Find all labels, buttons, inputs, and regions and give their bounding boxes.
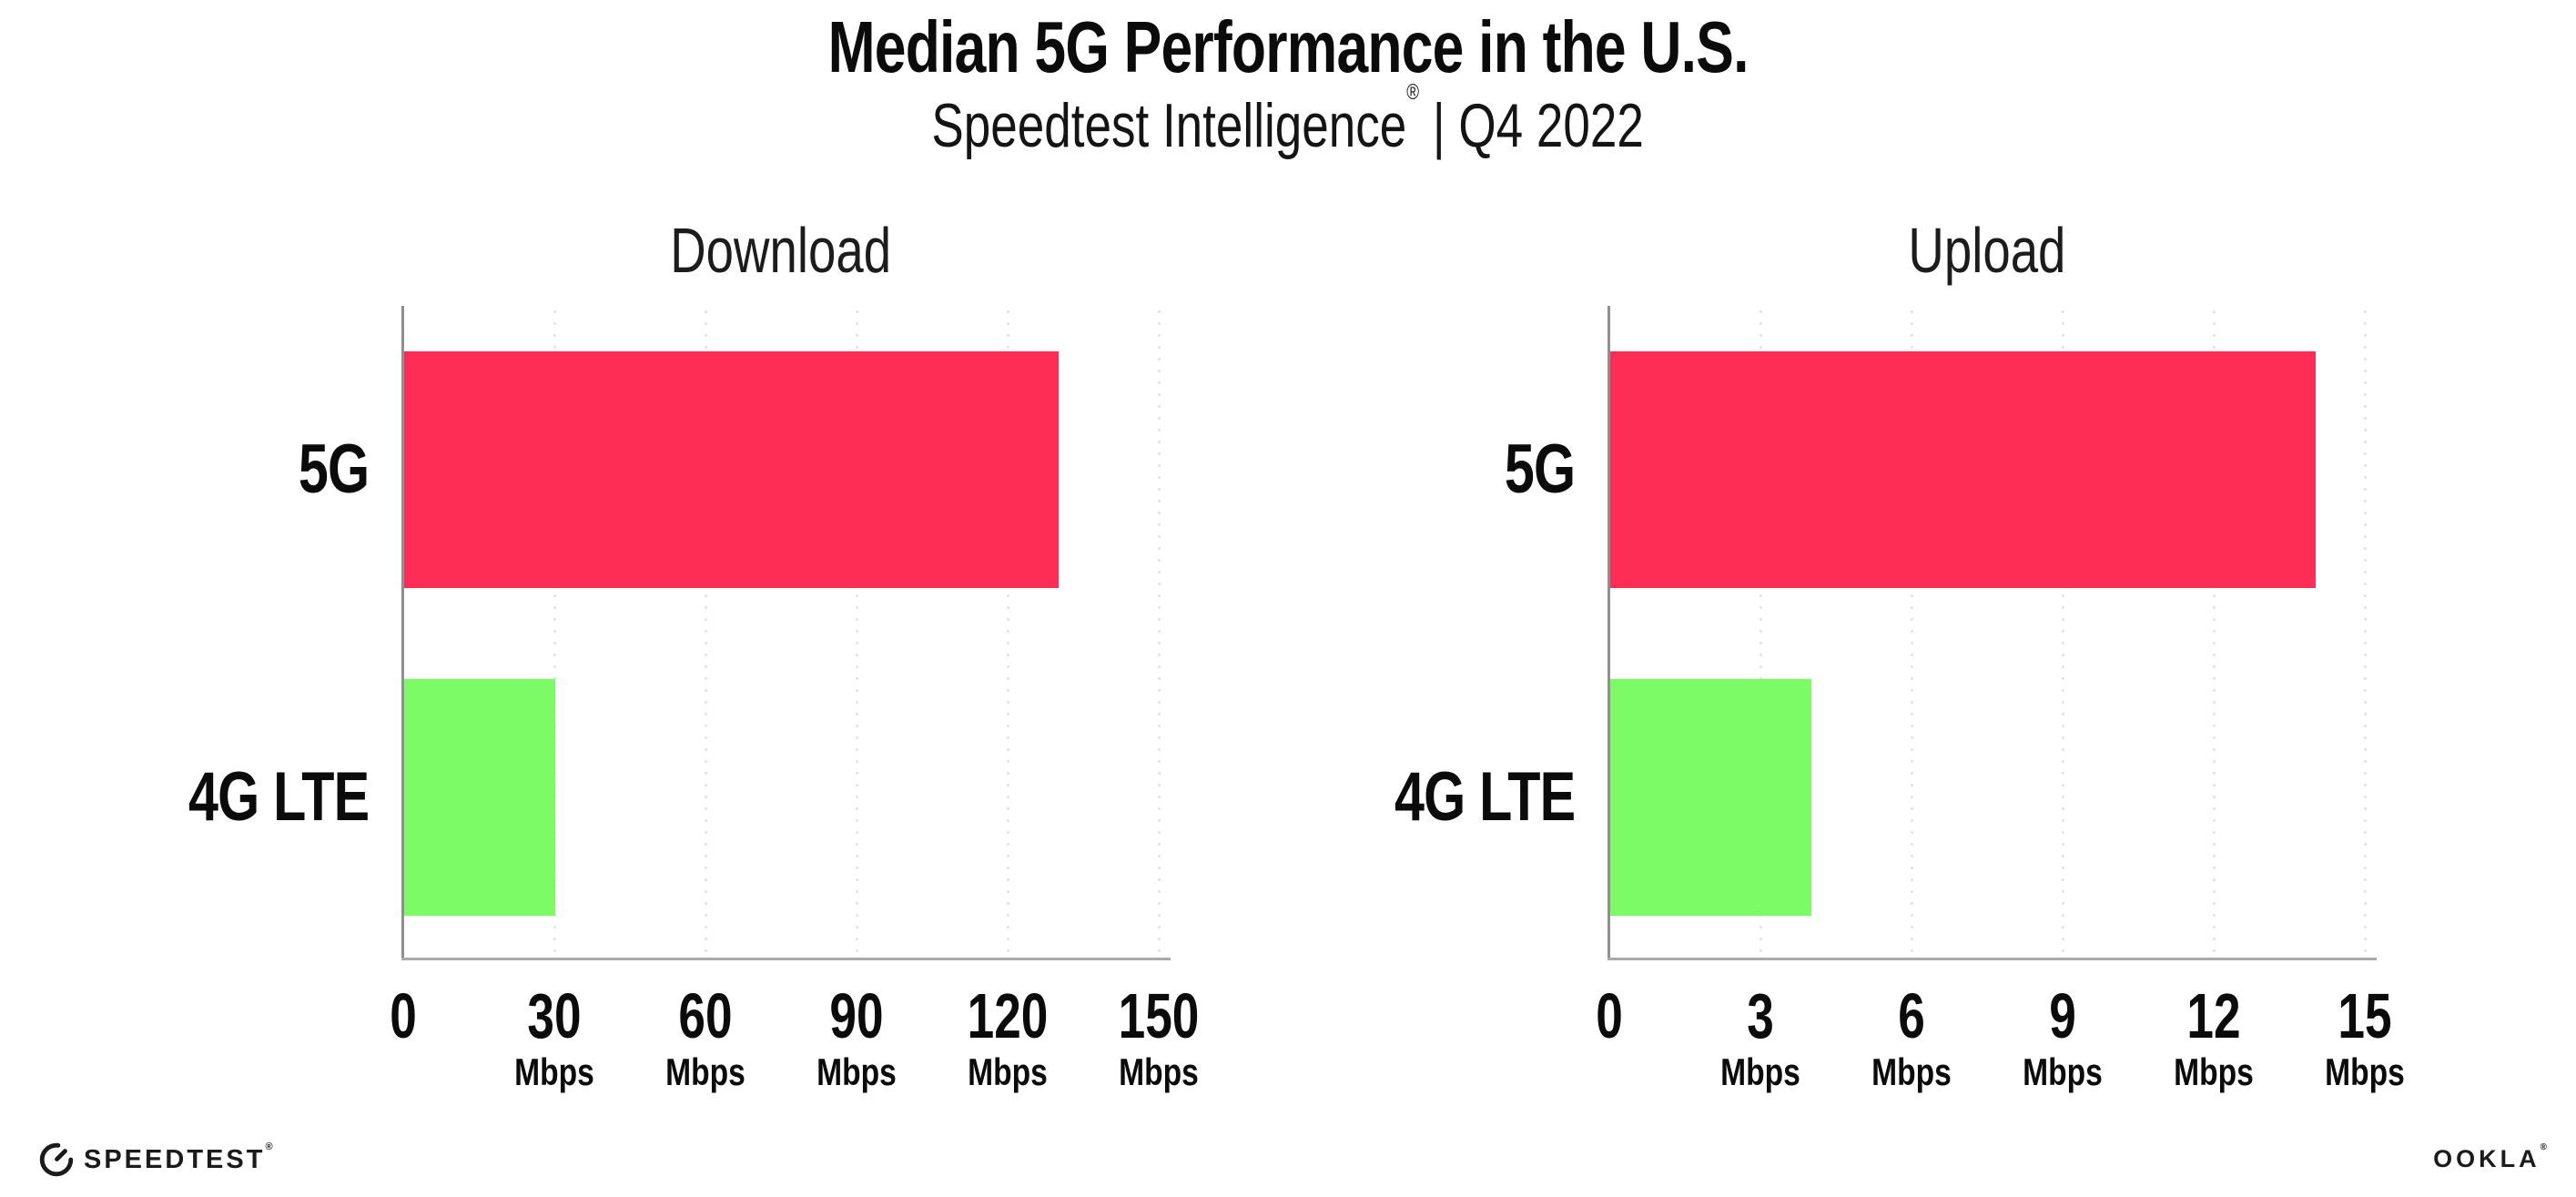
x-tick-3: 3 Mbps <box>1710 984 1810 1091</box>
tick-value: 30 <box>527 980 582 1051</box>
bar-5g <box>1610 351 2316 588</box>
tick-value: 150 <box>1118 980 1200 1051</box>
category-label-4g-lte: 4G LTE <box>188 758 370 836</box>
bar-5g <box>404 351 1060 588</box>
tick-value: 90 <box>829 980 884 1051</box>
tick-value: 60 <box>678 980 733 1051</box>
x-tick-150: 150 Mbps <box>1106 984 1212 1091</box>
ookla-logo-text: OOKLA <box>2433 1145 2541 1172</box>
x-tick-15: 15 Mbps <box>2315 984 2415 1091</box>
registered-trademark-mark: ® <box>1406 80 1420 106</box>
tick-unit: Mbps <box>1720 1050 1800 1093</box>
tick-unit: Mbps <box>514 1050 594 1093</box>
page-title: Median 5G Performance in the U.S. <box>0 11 2576 84</box>
gridline-150 <box>1158 306 1161 959</box>
x-tick-0: 0 <box>386 984 421 1048</box>
upload-x-axis-line <box>1607 958 2377 960</box>
tick-unit: Mbps <box>1119 1050 1199 1093</box>
download-chart-title: Download <box>670 215 892 286</box>
gridline-6 <box>1911 306 1913 959</box>
tick-value: 6 <box>1898 980 1925 1051</box>
category-label-5g: 5G <box>1504 431 1575 508</box>
speedtest-logo: SPEEDTEST® <box>38 1141 276 1178</box>
tick-value: 120 <box>967 980 1049 1051</box>
download-chart: Download 0 30 Mbps 60 Mbps 90 Mbps 120 Mbps 150 Mb… <box>188 218 1200 1091</box>
tick-value: 0 <box>390 980 417 1051</box>
x-tick-6: 6 Mbps <box>1861 984 1962 1091</box>
speedtest-gauge-icon <box>39 1142 74 1177</box>
tick-unit: Mbps <box>665 1050 745 1093</box>
tick-value: 0 <box>1596 980 1623 1051</box>
category-label-5g: 5G <box>298 431 369 508</box>
bar-4g-lte <box>1610 679 1812 916</box>
tick-unit: Mbps <box>2325 1050 2405 1093</box>
tick-unit: Mbps <box>816 1050 897 1093</box>
ookla-logo: OOKLA® <box>2433 1143 2551 1172</box>
upload-plot-area: 0 3 Mbps 6 Mbps 9 Mbps 12 Mbps 15 Mbps <box>1596 306 2405 1091</box>
x-tick-9: 9 Mbps <box>2013 984 2113 1091</box>
x-tick-60: 60 Mbps <box>655 984 756 1091</box>
gridline-30 <box>553 306 556 959</box>
x-tick-0: 0 <box>1592 984 1628 1048</box>
tick-unit: Mbps <box>2023 1050 2103 1093</box>
gridline-90 <box>856 306 858 959</box>
upload-chart: Upload 0 3 Mbps 6 Mbps 9 Mbps 12 Mbps 15 Mbps 5G 4G… <box>1394 218 2405 1091</box>
upload-y-axis-line <box>1607 306 1610 959</box>
tick-unit: Mbps <box>2174 1050 2254 1093</box>
tick-value: 9 <box>2049 980 2076 1051</box>
subtitle-quarter: | Q4 2022 <box>1419 91 1645 160</box>
x-tick-12: 12 Mbps <box>2164 984 2264 1091</box>
page-subtitle-text: Speedtest Intelligence® | Q4 2022 <box>932 82 1644 157</box>
x-tick-90: 90 Mbps <box>806 984 907 1091</box>
upload-chart-title: Upload <box>1908 215 2066 286</box>
download-plot-area: 0 30 Mbps 60 Mbps 90 Mbps 120 Mbps 150 Mbps <box>390 306 1199 1091</box>
gridline-12 <box>2213 306 2216 959</box>
gridline-9 <box>2062 306 2064 959</box>
page-subtitle: Speedtest Intelligence® | Q4 2022 <box>0 82 2576 157</box>
speedtest-logo-text: SPEEDTEST® <box>84 1141 276 1174</box>
x-tick-120: 120 Mbps <box>955 984 1061 1091</box>
download-x-axis-line <box>401 958 1171 960</box>
subtitle-brand: Speedtest Intelligence <box>931 91 1407 160</box>
gridline-15 <box>2364 306 2367 959</box>
ookla-registered-mark: ® <box>2540 1142 2551 1152</box>
download-y-axis-line <box>401 306 404 959</box>
gridline-3 <box>1760 306 1762 959</box>
tick-unit: Mbps <box>968 1050 1048 1093</box>
speedtest-registered-mark: ® <box>265 1141 276 1152</box>
gridline-60 <box>705 306 707 959</box>
tick-value: 3 <box>1747 980 1774 1051</box>
category-label-4g-lte: 4G LTE <box>1394 758 1576 836</box>
page-title-text: Median 5G Performance in the U.S. <box>827 6 1749 87</box>
gridline-120 <box>1007 306 1009 959</box>
tick-value: 15 <box>2338 980 2392 1051</box>
bar-4g-lte <box>404 679 555 916</box>
tick-unit: Mbps <box>1871 1050 1952 1093</box>
tick-value: 12 <box>2186 980 2241 1051</box>
x-tick-30: 30 Mbps <box>504 984 604 1091</box>
